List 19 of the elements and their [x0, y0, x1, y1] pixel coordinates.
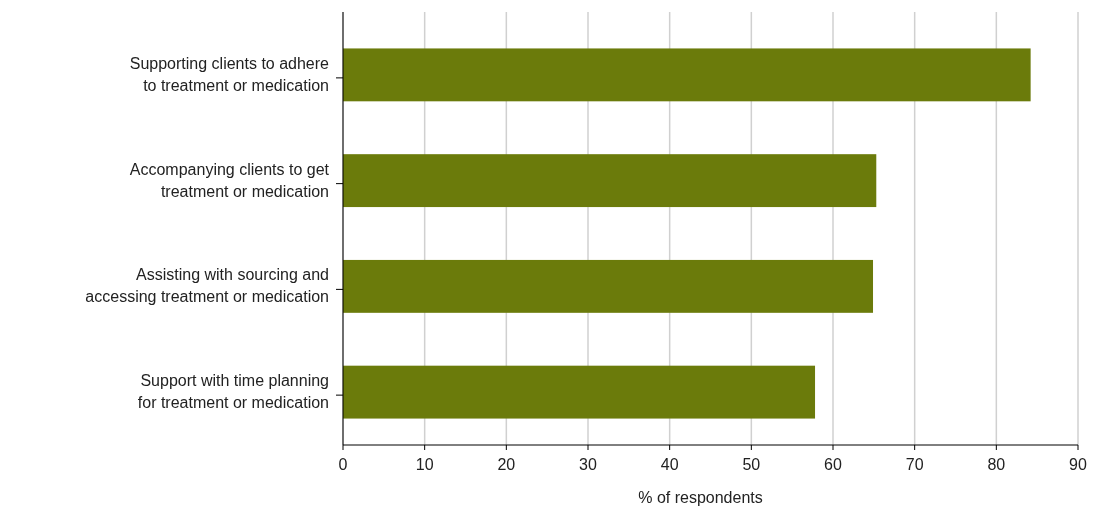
x-tick-label: 80 [987, 456, 1006, 473]
bar [343, 48, 1031, 102]
x-tick-label: 50 [742, 456, 761, 473]
bar [343, 154, 877, 208]
bar [343, 365, 816, 419]
x-tick-label: 30 [579, 456, 597, 473]
x-tick-label: 10 [415, 456, 434, 473]
x-tick-label: 40 [660, 456, 679, 473]
x-tick-label: 20 [497, 456, 516, 473]
y-tick-label: Supporting clients to adhere to treatment or medication [129, 54, 330, 94]
y-tick-label: Support with time planning for treatment or medication [137, 372, 329, 412]
x-axis-title: % of respondents [638, 489, 763, 506]
x-tick-label: 70 [905, 456, 924, 473]
x-tick-label: 60 [824, 456, 842, 473]
x-tick-label: 0 [338, 456, 348, 473]
y-tick-label: Accompanying clients to get treatment or medication [129, 160, 330, 200]
bar [343, 259, 874, 313]
y-tick-label: Assisting with sourcing and accessing treatment or medication [85, 266, 329, 306]
x-tick-label: 90 [1069, 456, 1087, 473]
